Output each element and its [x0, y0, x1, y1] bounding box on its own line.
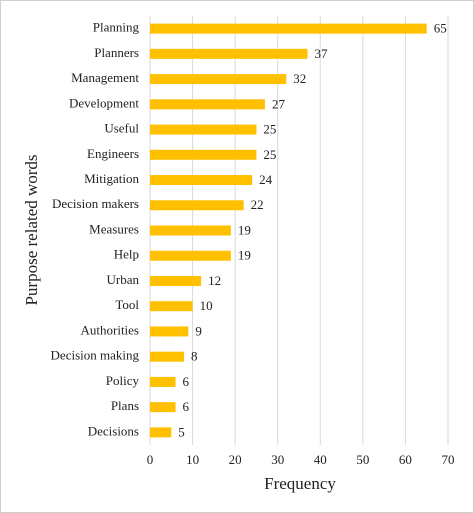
y-tick-label: Useful — [104, 121, 139, 136]
data-label: 10 — [200, 298, 213, 313]
bar — [150, 326, 189, 337]
bar — [150, 175, 253, 186]
data-label: 6 — [183, 374, 190, 389]
data-label: 8 — [191, 349, 198, 364]
y-tick-label: Decisions — [88, 423, 139, 438]
bar — [150, 376, 176, 387]
x-tick-label: 60 — [399, 452, 412, 467]
data-label: 37 — [315, 46, 329, 61]
data-label: 5 — [178, 424, 185, 439]
y-axis-label: Purpose related words — [22, 154, 41, 305]
y-tick-label: Tool — [115, 297, 139, 312]
x-tick-label: 0 — [147, 452, 154, 467]
y-tick-label: Decision makers — [52, 196, 139, 211]
data-label: 9 — [195, 323, 202, 338]
y-tick-label: Authorities — [81, 322, 140, 337]
x-tick-label: 50 — [356, 452, 369, 467]
x-tick-label: 20 — [229, 452, 242, 467]
bar — [150, 149, 257, 160]
bar — [150, 200, 244, 211]
bar — [150, 427, 172, 438]
bar — [150, 124, 257, 135]
x-tick-label: 30 — [271, 452, 284, 467]
data-label: 24 — [259, 172, 273, 187]
bar — [150, 301, 193, 312]
bar — [150, 351, 185, 362]
x-tick-label: 70 — [442, 452, 455, 467]
bar — [150, 225, 231, 236]
data-label: 19 — [238, 222, 251, 237]
y-tick-label: Engineers — [87, 146, 139, 161]
bar — [150, 74, 287, 85]
y-tick-label: Mitigation — [84, 171, 139, 186]
data-label: 19 — [238, 248, 251, 263]
y-tick-label: Management — [71, 70, 139, 85]
bar — [150, 48, 308, 59]
bar — [150, 99, 265, 110]
x-tick-label: 40 — [314, 452, 327, 467]
y-tick-label: Plans — [111, 398, 139, 413]
data-label: 25 — [263, 147, 276, 162]
y-tick-label: Measures — [89, 221, 139, 236]
bar — [150, 250, 231, 261]
data-label: 6 — [183, 399, 190, 414]
bar — [150, 23, 427, 34]
x-tick-label: 10 — [186, 452, 199, 467]
y-tick-label: Policy — [106, 373, 140, 388]
y-tick-label: Urban — [107, 272, 140, 287]
data-label: 32 — [293, 71, 306, 86]
data-label: 65 — [434, 21, 447, 36]
bar — [150, 275, 202, 286]
y-tick-label: Development — [69, 95, 139, 110]
data-label: 25 — [263, 122, 276, 137]
y-tick-label: Help — [114, 247, 139, 262]
data-label: 27 — [272, 96, 286, 111]
y-tick-label: Decision making — [51, 348, 140, 363]
data-label: 22 — [251, 197, 264, 212]
y-tick-label: Planning — [93, 20, 140, 35]
bar — [150, 402, 176, 413]
data-label: 12 — [208, 273, 221, 288]
x-axis-label: Frequency — [264, 474, 336, 493]
y-tick-label: Planners — [94, 45, 139, 60]
